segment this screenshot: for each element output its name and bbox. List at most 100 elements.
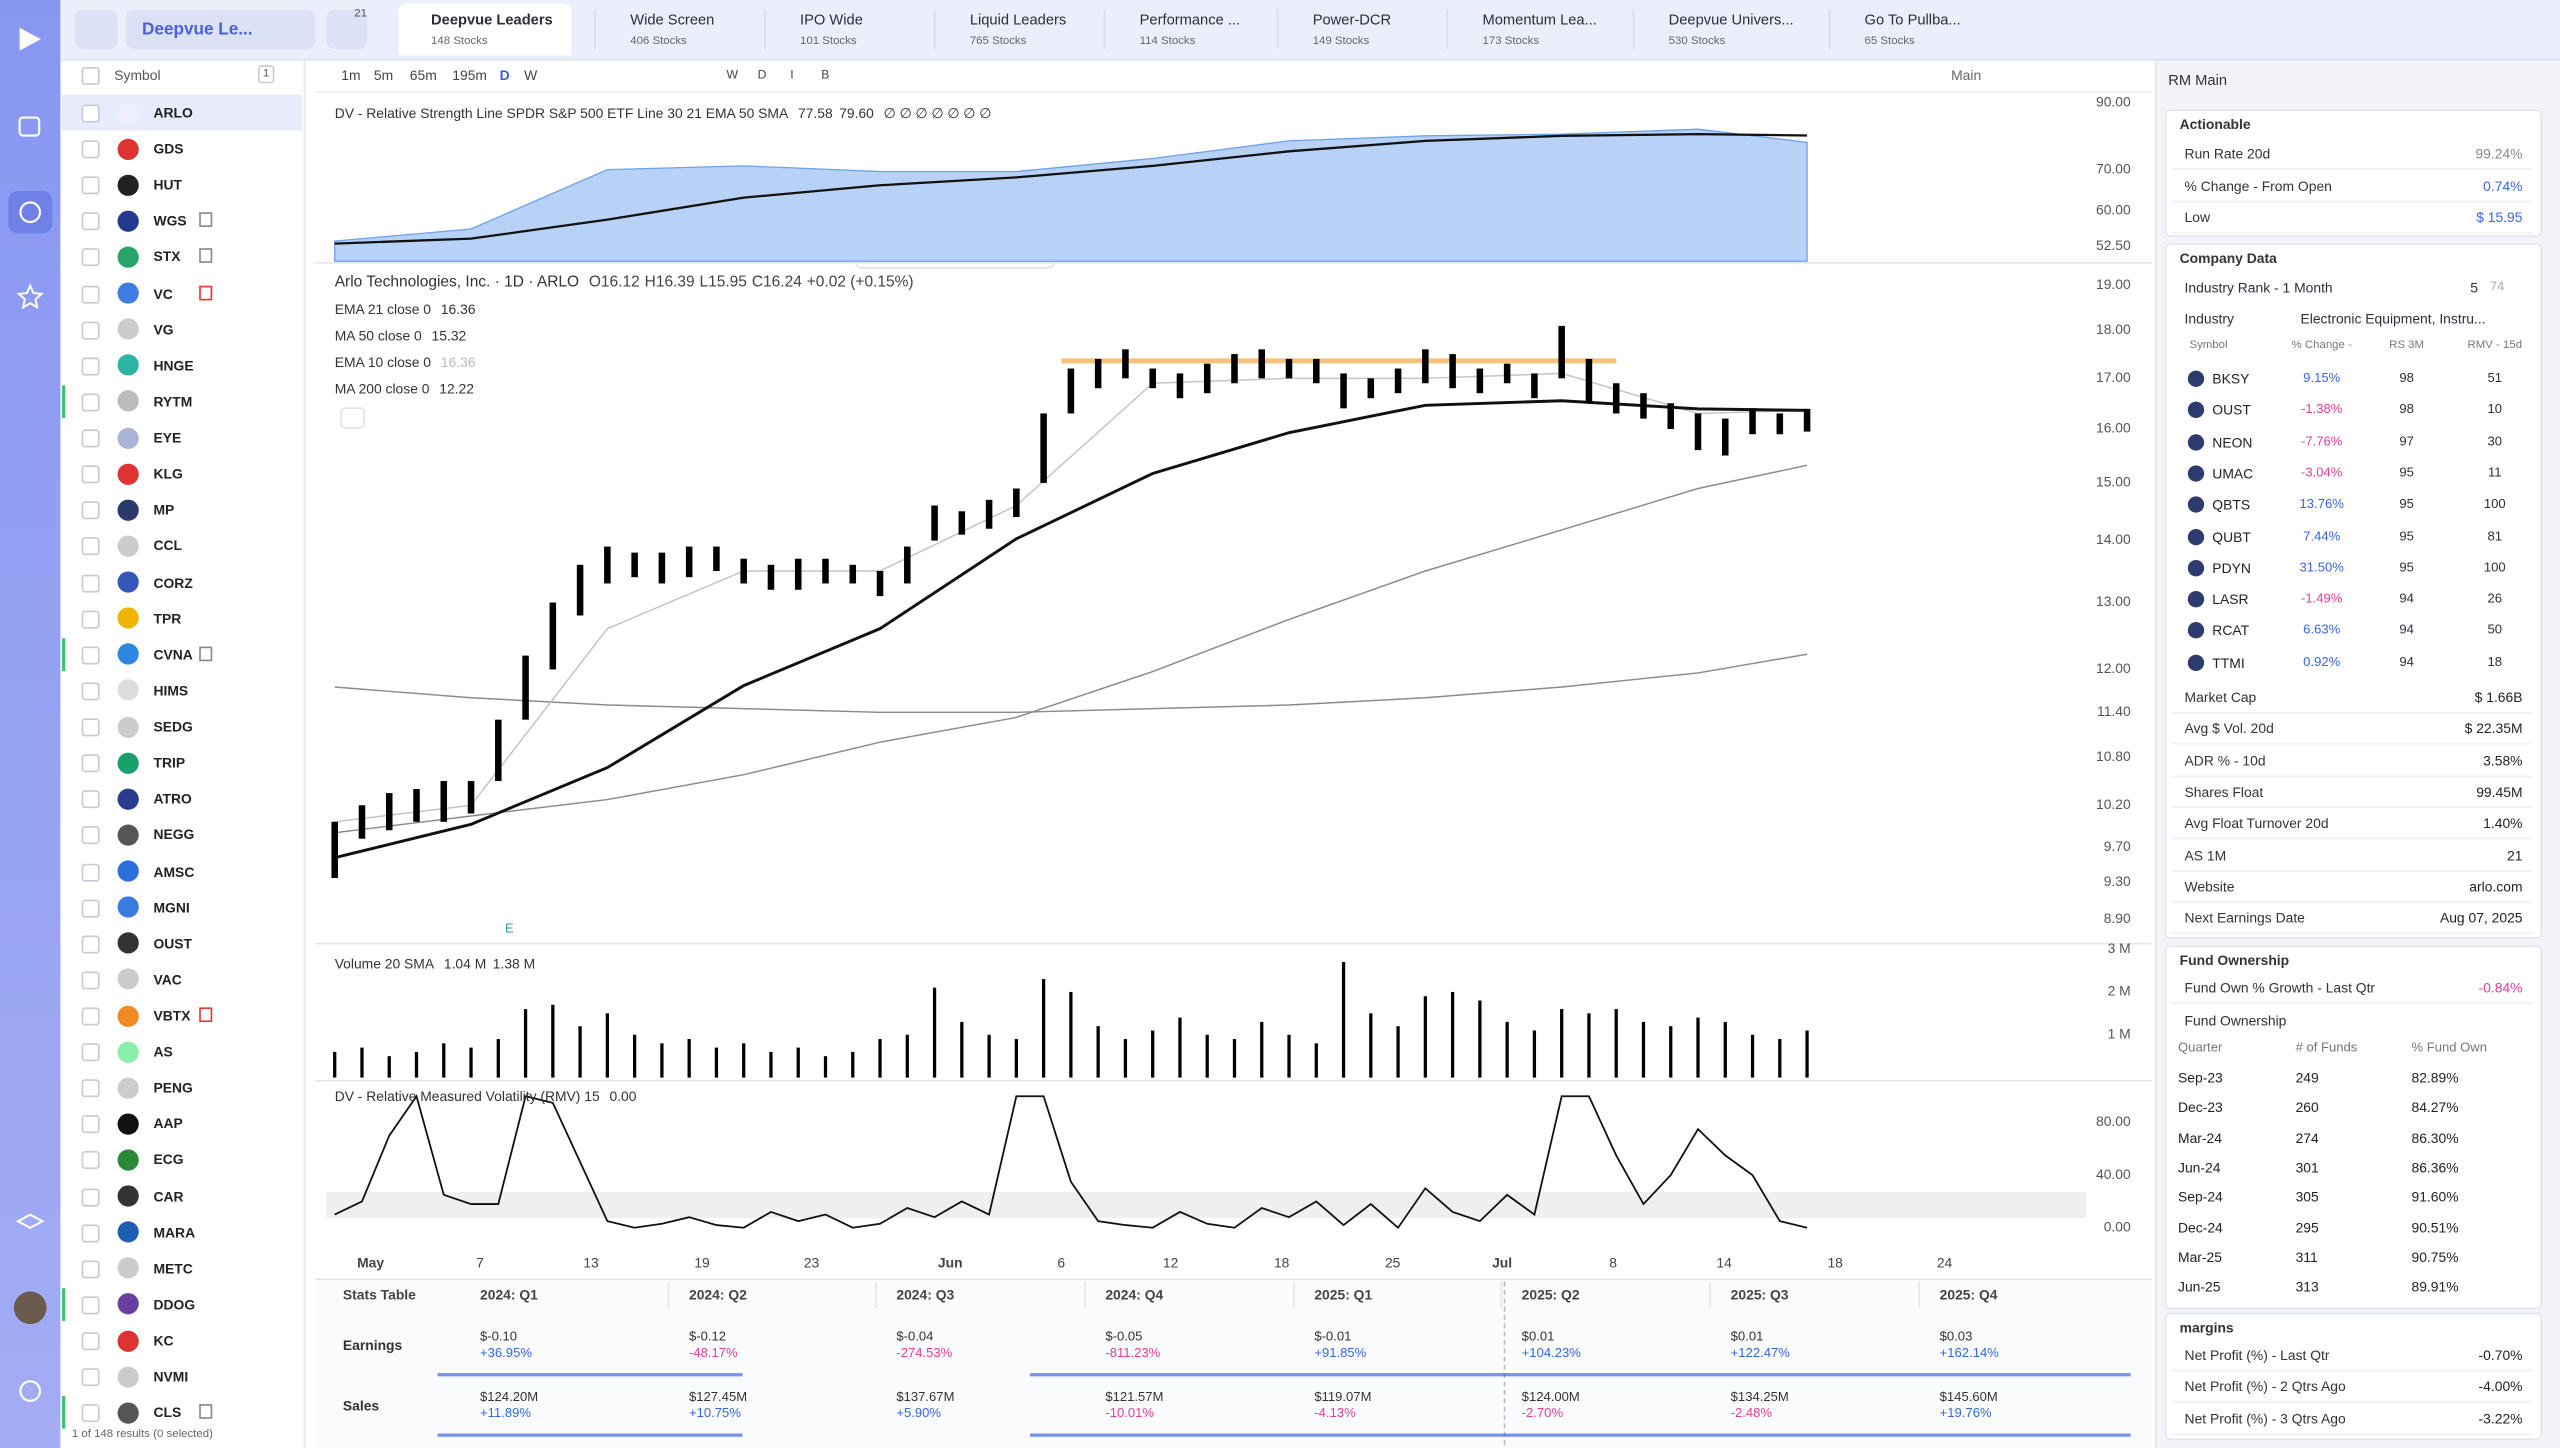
mode-button[interactable]: D bbox=[757, 66, 767, 82]
symbol[interactable]: SEDG bbox=[153, 718, 193, 735]
row-checkbox[interactable] bbox=[81, 1115, 100, 1134]
row-checkbox[interactable] bbox=[81, 610, 100, 629]
row-checkbox[interactable] bbox=[81, 1043, 100, 1062]
list-name[interactable]: Deepvue Le... bbox=[142, 19, 253, 40]
symbol[interactable]: CVNA bbox=[153, 646, 193, 663]
symbol[interactable]: MARA bbox=[153, 1224, 196, 1241]
search-button[interactable] bbox=[75, 9, 118, 49]
symbol[interactable]: GDS bbox=[153, 140, 184, 157]
header-checkbox[interactable] bbox=[81, 66, 100, 85]
row-checkbox[interactable] bbox=[81, 1187, 100, 1206]
row-checkbox[interactable] bbox=[81, 140, 100, 159]
row-checkbox[interactable] bbox=[81, 718, 100, 737]
symbol[interactable]: CORZ bbox=[153, 573, 193, 591]
row-checkbox[interactable] bbox=[81, 971, 100, 990]
list-dropdown[interactable] bbox=[125, 9, 316, 49]
symbol[interactable]: VC bbox=[153, 285, 173, 302]
help-icon[interactable] bbox=[19, 1380, 42, 1402]
peer-symbol[interactable]: PDYN bbox=[2212, 559, 2251, 577]
tab-name[interactable]: Power-DCR bbox=[1312, 11, 1392, 28]
interval-button[interactable]: 195m bbox=[452, 66, 487, 84]
row-checkbox[interactable] bbox=[81, 1368, 100, 1387]
symbol[interactable]: MGNI bbox=[153, 899, 190, 916]
row-checkbox[interactable] bbox=[81, 104, 100, 123]
symbol[interactable]: METC bbox=[153, 1260, 193, 1277]
row-checkbox[interactable] bbox=[81, 465, 100, 484]
row-checkbox[interactable] bbox=[81, 321, 100, 340]
symbol[interactable]: VBTX bbox=[153, 1007, 191, 1024]
mode-button[interactable]: I bbox=[790, 66, 794, 82]
panel-title[interactable]: RM Main bbox=[2168, 71, 2228, 89]
row-checkbox[interactable] bbox=[81, 935, 100, 954]
row-highlight[interactable] bbox=[62, 94, 303, 131]
row-checkbox[interactable] bbox=[81, 1260, 100, 1279]
row-checkbox[interactable] bbox=[81, 573, 100, 592]
row-checkbox[interactable] bbox=[81, 1079, 100, 1098]
row-checkbox[interactable] bbox=[81, 1296, 100, 1315]
row-checkbox[interactable] bbox=[81, 1404, 100, 1423]
peer-symbol[interactable]: OUST bbox=[2212, 402, 2251, 419]
symbol[interactable]: HIMS bbox=[153, 682, 189, 699]
symbol[interactable]: VAC bbox=[153, 971, 182, 988]
symbol[interactable]: AS bbox=[153, 1043, 173, 1060]
symbol[interactable]: OUST bbox=[153, 935, 193, 952]
nav-icon[interactable] bbox=[18, 116, 41, 137]
peer-symbol[interactable]: UMAC bbox=[2212, 465, 2254, 482]
symbol[interactable]: EYE bbox=[153, 429, 182, 446]
tab-name[interactable]: Deepvue Univers... bbox=[1668, 11, 1794, 28]
row-checkbox[interactable] bbox=[81, 899, 100, 917]
symbol[interactable]: CAR bbox=[153, 1187, 184, 1205]
collapse-legend[interactable] bbox=[340, 407, 365, 429]
symbol[interactable]: WGS bbox=[153, 212, 187, 230]
symbol[interactable]: HNGE bbox=[153, 357, 194, 374]
peer-symbol[interactable]: QUBT bbox=[2212, 528, 2251, 545]
peer-symbol[interactable]: BKSY bbox=[2212, 370, 2250, 387]
row-checkbox[interactable] bbox=[81, 682, 100, 701]
row-checkbox[interactable] bbox=[81, 537, 100, 556]
symbol[interactable]: NEGG bbox=[153, 826, 195, 844]
row-checkbox[interactable] bbox=[81, 212, 100, 231]
symbol[interactable]: RYTM bbox=[153, 393, 193, 410]
symbol[interactable]: PENG bbox=[153, 1079, 193, 1096]
row-checkbox[interactable] bbox=[81, 826, 100, 845]
industry-value[interactable]: Electronic Equipment, Instru... bbox=[2300, 310, 2486, 327]
interval-button[interactable]: W bbox=[524, 66, 538, 84]
interval-button[interactable]: 65m bbox=[409, 66, 437, 84]
nav-icon[interactable] bbox=[16, 283, 44, 310]
row-checkbox[interactable] bbox=[81, 1007, 100, 1026]
mode-button[interactable]: W bbox=[726, 66, 739, 82]
row-checkbox[interactable] bbox=[81, 1224, 100, 1243]
row-checkbox[interactable] bbox=[81, 790, 100, 809]
symbol[interactable]: KC bbox=[153, 1332, 174, 1349]
symbol[interactable]: AAP bbox=[153, 1115, 183, 1133]
nav-active[interactable] bbox=[8, 191, 53, 234]
avatar[interactable] bbox=[13, 1291, 47, 1325]
tab-name[interactable]: Performance ... bbox=[1139, 11, 1241, 28]
peer-symbol[interactable]: RCAT bbox=[2212, 622, 2250, 640]
symbol[interactable]: ECG bbox=[153, 1151, 184, 1169]
peer-symbol[interactable]: QBTS bbox=[2212, 496, 2251, 513]
tab-name[interactable]: Deepvue Leaders bbox=[431, 11, 553, 28]
row-checkbox[interactable] bbox=[81, 862, 100, 881]
symbol[interactable]: AMSC bbox=[153, 862, 195, 880]
peer-symbol[interactable]: LASR bbox=[2212, 591, 2249, 608]
symbol[interactable]: HUT bbox=[153, 176, 183, 194]
row-checkbox[interactable] bbox=[81, 176, 100, 195]
symbol[interactable]: TRIP bbox=[153, 754, 186, 771]
row-checkbox[interactable] bbox=[81, 357, 100, 376]
symbol[interactable]: NVMI bbox=[153, 1368, 189, 1385]
row-checkbox[interactable] bbox=[81, 1151, 100, 1170]
row-checkbox[interactable] bbox=[81, 646, 100, 665]
row-checkbox[interactable] bbox=[81, 754, 100, 773]
interval-button[interactable]: 5m bbox=[373, 66, 394, 84]
tab-name[interactable]: Liquid Leaders bbox=[969, 11, 1067, 28]
row-checkbox[interactable] bbox=[81, 1332, 100, 1351]
row-checkbox[interactable] bbox=[81, 429, 100, 448]
peer-symbol[interactable]: NEON bbox=[2212, 433, 2253, 450]
row-checkbox[interactable] bbox=[81, 248, 100, 267]
logo[interactable] bbox=[19, 27, 41, 51]
tab-name[interactable]: IPO Wide bbox=[800, 11, 863, 28]
tab-name[interactable]: Momentum Lea... bbox=[1482, 11, 1597, 28]
symbol[interactable]: ATRO bbox=[153, 790, 192, 807]
symbol[interactable]: ARLO bbox=[153, 104, 193, 121]
